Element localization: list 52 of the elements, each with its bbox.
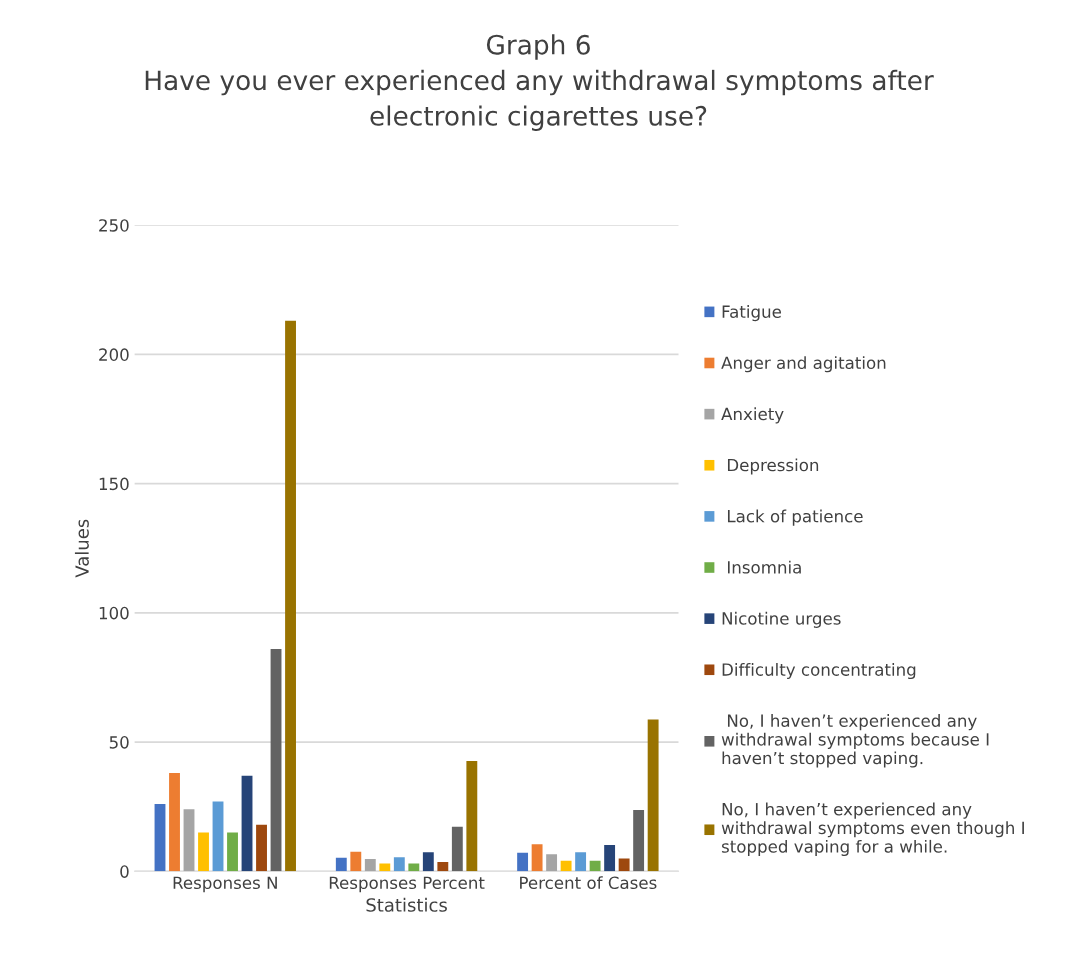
x-axis-title: Statistics — [366, 897, 447, 912]
legend-label: Difficulty concentrating — [722, 662, 916, 680]
y-tick-label: 150 — [99, 477, 129, 491]
chart-title: Graph 6 Have you ever experienced any withdrawal symptoms after electronic cigarettes use? — [145, 34, 934, 131]
bar — [241, 775, 253, 872]
legend-label: Depression — [727, 458, 819, 475]
bar — [575, 852, 587, 872]
bar — [604, 844, 616, 872]
bar — [270, 649, 282, 872]
legend-label: No, I haven’t experienced any withdrawal symptoms even though I stopped vaping for a while. — [721, 802, 1024, 857]
bar — [437, 862, 449, 872]
bar — [285, 320, 296, 872]
legend-label: Anxiety — [721, 407, 784, 424]
bar — [531, 844, 543, 872]
bar — [408, 863, 420, 872]
y-tick-label: 0 — [120, 865, 129, 878]
legend-label: Fatigue — [722, 305, 782, 322]
bar — [546, 854, 558, 872]
bar — [350, 851, 362, 872]
legend-label: No, I haven’t experienced any withdrawal symptoms because I haven’t stopped vaping. — [721, 714, 989, 768]
bar — [227, 832, 238, 872]
y-tick-label: 250 — [99, 219, 129, 232]
bar — [169, 773, 180, 872]
legend-label: Insomnia — [727, 560, 801, 574]
y-axis-title: Values — [74, 519, 89, 578]
legend-label: Nicotine urges — [722, 611, 841, 628]
bar — [154, 804, 166, 872]
y-tick-label: 50 — [109, 736, 129, 749]
x-tick-label: Responses N — [173, 876, 277, 893]
bar — [517, 852, 529, 872]
bar — [379, 863, 391, 872]
bar — [618, 858, 630, 872]
bar — [560, 860, 572, 872]
legend-label: Anger and agitation — [721, 356, 886, 373]
bar — [212, 801, 224, 872]
bar — [589, 860, 601, 872]
bar — [451, 826, 463, 872]
bar — [335, 857, 347, 872]
bar — [183, 809, 195, 872]
y-tick-label: 200 — [99, 348, 129, 361]
bar — [364, 858, 376, 872]
x-tick-label: Percent of Cases — [520, 876, 657, 890]
bar — [256, 824, 267, 872]
bar — [647, 719, 659, 872]
y-tick-label: 100 — [99, 606, 129, 620]
bar — [393, 857, 405, 872]
bar — [198, 832, 209, 872]
x-tick-label: Responses Percent — [329, 876, 485, 893]
legend-label: Lack of patience — [727, 509, 863, 526]
bar — [466, 760, 478, 872]
bar — [633, 810, 645, 872]
bar — [422, 852, 434, 872]
